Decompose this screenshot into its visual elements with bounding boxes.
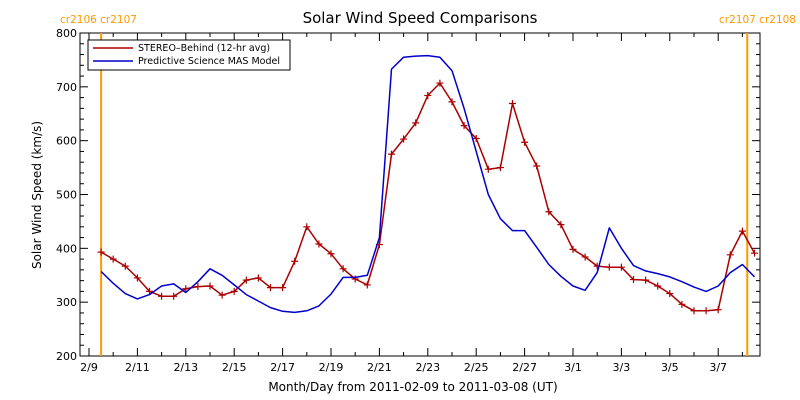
data-point-stereo [738, 227, 746, 235]
data-point-stereo [254, 274, 262, 282]
data-point-stereo [218, 291, 226, 299]
data-point-stereo [388, 150, 395, 158]
data-point-stereo [666, 290, 674, 298]
data-point-stereo [291, 257, 299, 265]
data-point-stereo [303, 223, 311, 231]
x-tick-label: 2/21 [367, 361, 392, 374]
x-tick-label: 2/9 [80, 361, 98, 374]
data-point-stereo [230, 287, 238, 295]
legend-label-mas: Predictive Science MAS Model [138, 56, 280, 67]
x-axis-label: Month/Day from 2011-02-09 to 2011-03-08 … [268, 380, 557, 394]
data-point-stereo [751, 249, 758, 257]
data-point-stereo [194, 283, 202, 291]
y-tick-label: 600 [56, 135, 77, 148]
data-point-stereo [170, 292, 178, 300]
data-point-stereo [533, 162, 541, 170]
chart-title: Solar Wind Speed Comparisons [303, 9, 538, 27]
x-tick-label: 3/5 [661, 361, 679, 374]
x-tick-label: 3/7 [709, 361, 727, 374]
data-point-stereo [424, 91, 432, 99]
x-tick-label: 2/23 [415, 361, 440, 374]
data-point-stereo [605, 263, 613, 271]
carrington-labels: cr2106 cr2107 cr2107 cr2108 [60, 14, 796, 26]
legend: STEREO–Behind (12-hr avg) Predictive Sci… [87, 39, 291, 71]
data-point-stereo [472, 135, 480, 143]
y-tick-label: 300 [56, 296, 77, 309]
data-point-stereo [109, 255, 117, 263]
data-point-stereo [714, 306, 722, 314]
x-tick-label: 3/1 [564, 361, 582, 374]
legend-box [87, 39, 291, 71]
data-point-stereo [315, 240, 323, 248]
data-point-stereo [400, 135, 408, 143]
data-point-stereo [690, 307, 698, 315]
data-point-stereo [121, 262, 129, 270]
data-point-stereo [460, 122, 468, 130]
x-tick-label: 2/13 [173, 361, 198, 374]
data-point-stereo [267, 284, 274, 292]
series-line-mas [100, 54, 756, 314]
data-point-stereo [545, 208, 553, 216]
y-tick-label: 200 [56, 350, 77, 363]
data-point-stereo [158, 292, 166, 300]
data-point-stereo [339, 265, 347, 273]
data-point-stereo [327, 250, 335, 258]
data-point-stereo [726, 251, 734, 259]
data-point-stereo [412, 119, 420, 127]
data-point-stereo [617, 263, 625, 271]
data-point-stereo [642, 276, 650, 284]
series-group [97, 54, 758, 315]
x-tick-label: 2/27 [512, 361, 537, 374]
data-point-stereo [630, 276, 637, 284]
y-axis-label: Solar Wind Speed (km/s) [30, 121, 44, 269]
data-point-stereo [521, 138, 529, 146]
data-point-stereo [569, 245, 577, 253]
data-point-stereo [484, 165, 492, 173]
x-tick-label: 3/3 [613, 361, 631, 374]
data-point-stereo [133, 274, 141, 282]
data-point-stereo [448, 98, 456, 106]
data-point-stereo [279, 284, 287, 292]
carrington-label: cr2107 cr2108 [719, 14, 796, 26]
x-tick-label: 2/17 [270, 361, 295, 374]
x-tick-label: 2/11 [125, 361, 150, 374]
data-point-stereo [581, 253, 589, 261]
data-point-stereo [678, 300, 686, 308]
series-line-stereo [100, 82, 756, 312]
x-tick-label: 2/19 [319, 361, 344, 374]
data-point-stereo [363, 281, 371, 289]
data-point-stereo [702, 307, 710, 315]
y-tick-label: 800 [56, 27, 77, 40]
data-point-stereo [242, 276, 250, 284]
plot-frame [79, 32, 761, 357]
data-point-stereo [436, 79, 444, 87]
x-tick-label: 2/15 [222, 361, 247, 374]
y-tick-label: 500 [56, 189, 77, 202]
data-point-stereo [509, 100, 516, 108]
data-point-stereo [206, 282, 214, 290]
y-tick-label: 400 [56, 242, 77, 255]
y-tick-label: 700 [56, 81, 77, 94]
legend-label-stereo: STEREO–Behind (12-hr avg) [138, 43, 270, 54]
x-tick-label: 2/25 [464, 361, 489, 374]
axes: 200 300 400 500 600 700 800 2/9 2/11 2/13 2/15 2/17… [56, 27, 760, 374]
data-point-stereo [496, 164, 504, 172]
data-point-stereo [654, 282, 662, 290]
carrington-lines [100, 33, 749, 356]
carrington-label: cr2106 cr2107 [60, 14, 137, 26]
data-point-stereo [97, 248, 105, 256]
data-point-stereo [557, 221, 565, 229]
data-point-stereo [182, 285, 190, 293]
